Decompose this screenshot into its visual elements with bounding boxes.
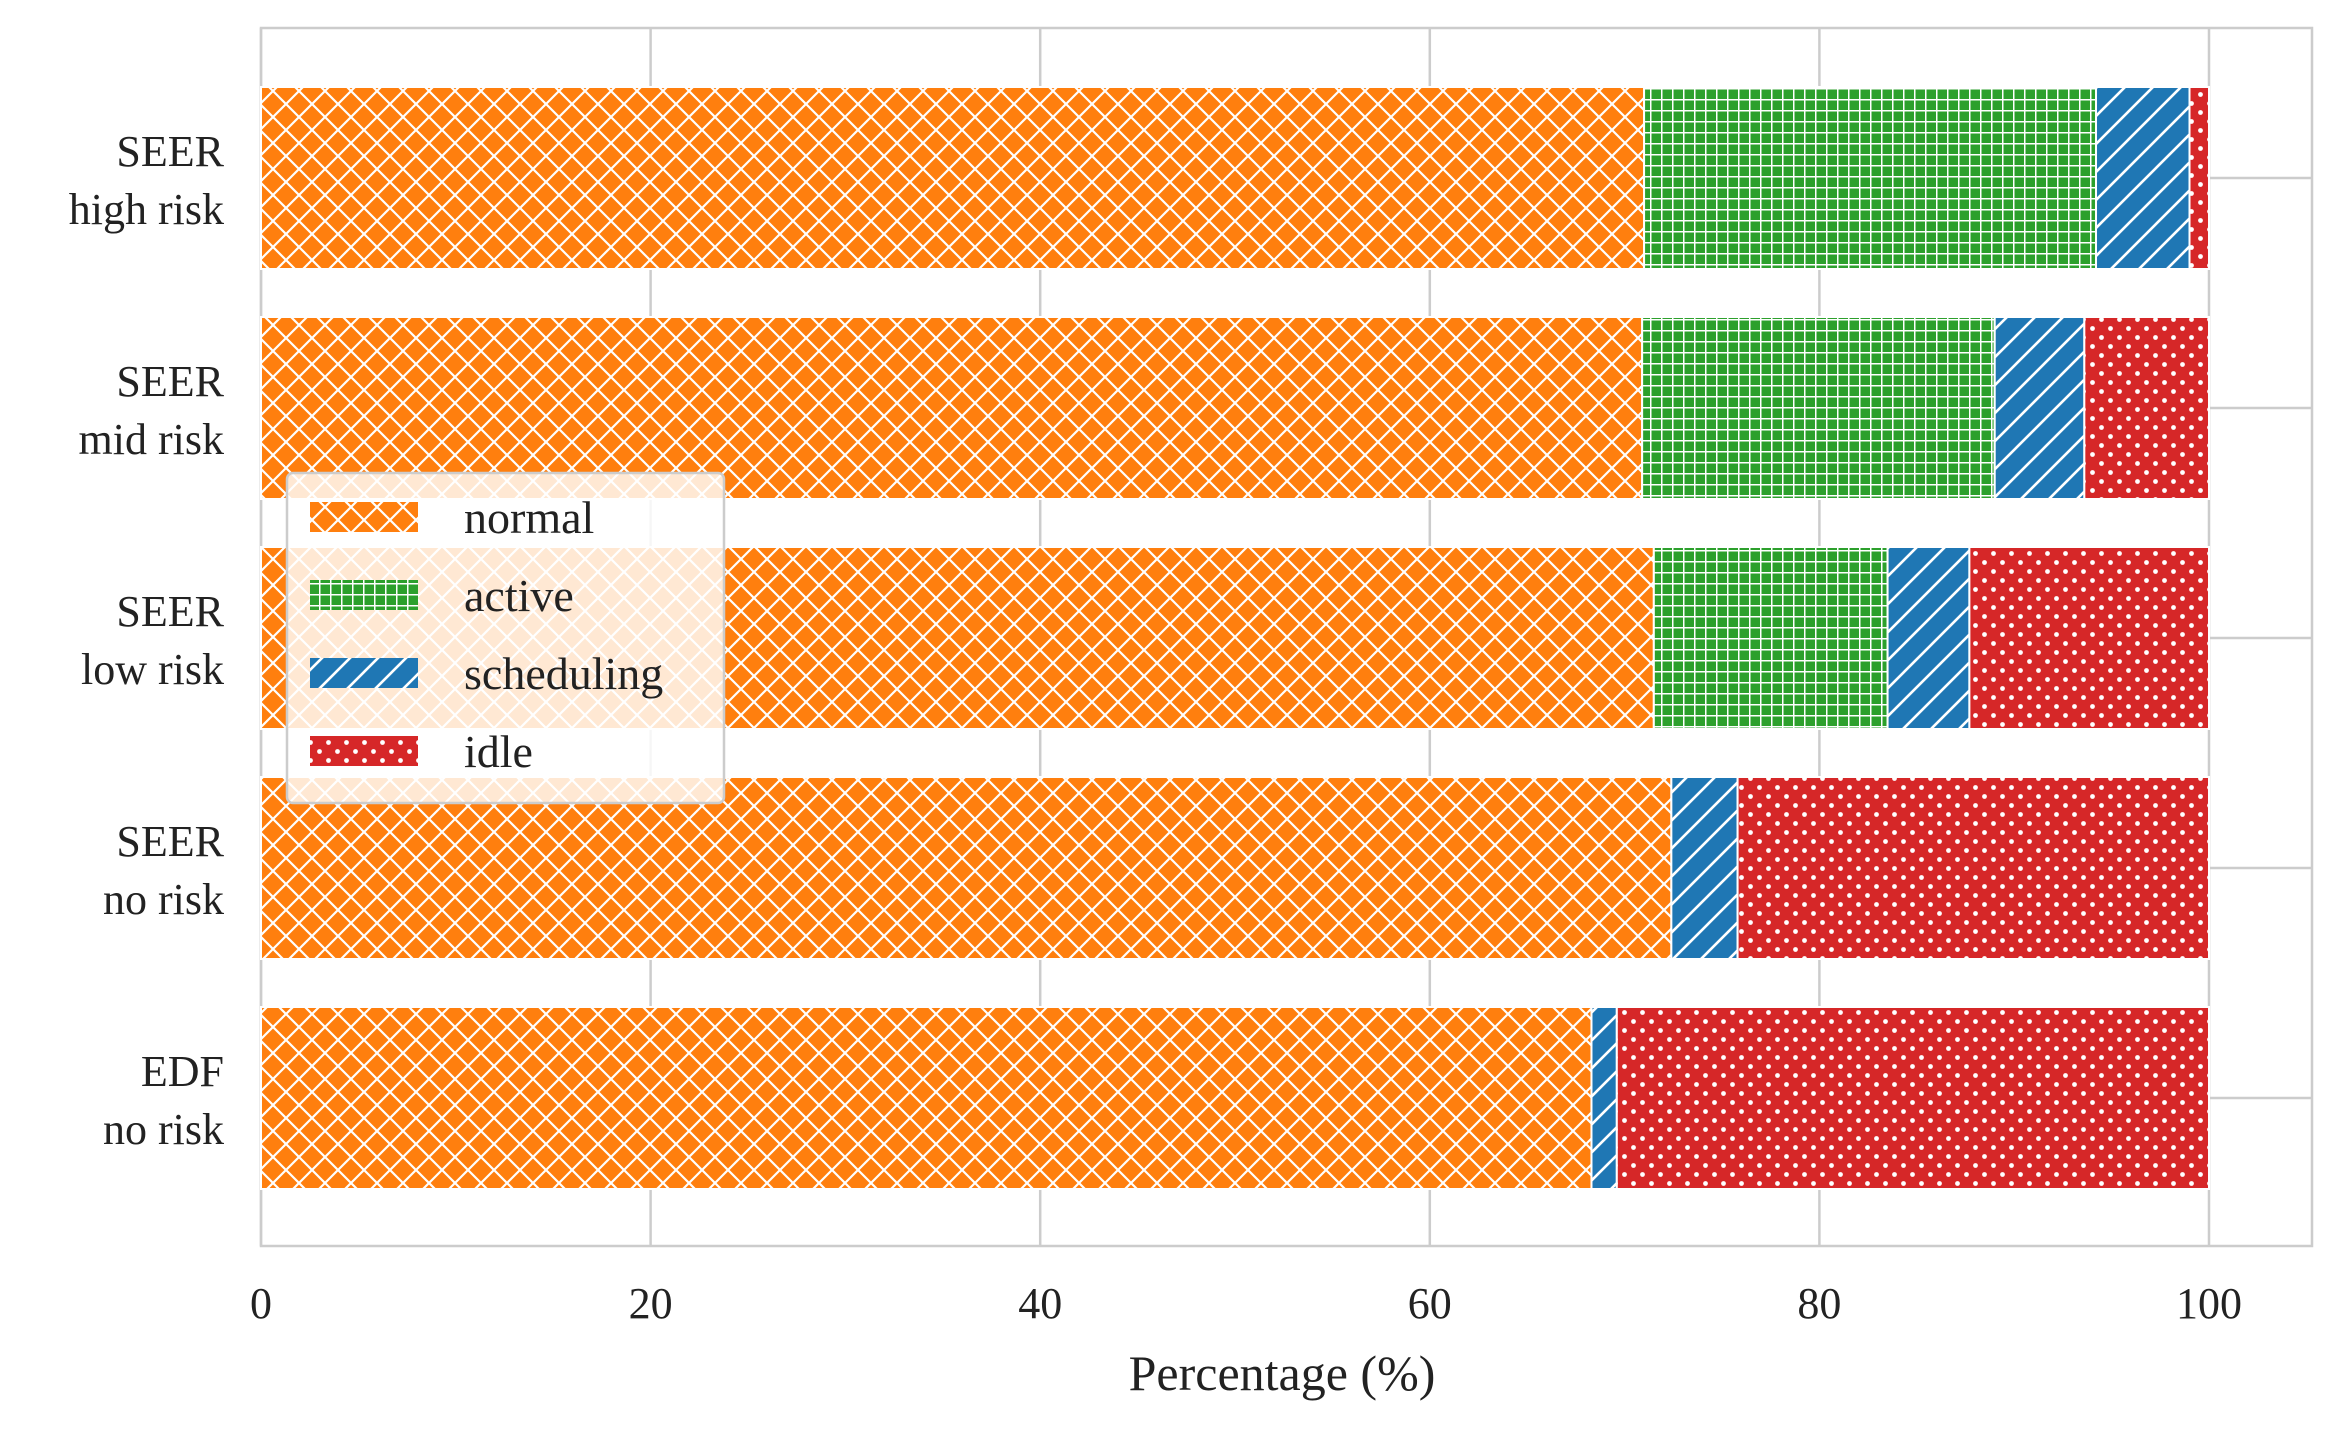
y-tick-label: EDF [141,1047,224,1096]
bar-idle [1615,1006,2210,1190]
bar-active [1643,86,2098,270]
y-tick-label: no risk [103,1105,224,1154]
bar-idle [2188,86,2211,270]
bar-hatch-normal [261,317,1643,499]
bar-hatch-scheduling [1671,777,1738,959]
legend-item-normal: normal [310,492,594,543]
bar-edge-idle [1968,546,2210,730]
bar-scheduling [2095,86,2191,270]
bar-hatch-normal [261,1007,1592,1189]
legend-swatch-hatch-normal [310,502,418,532]
x-tick-label: 80 [1797,1279,1841,1328]
bar-hatch-active [1653,547,1888,729]
bar-scheduling [1590,1006,1618,1190]
bar-active [1652,546,1889,730]
bar-hatch-idle [1616,1007,2209,1189]
legend-box [285,471,726,805]
bar-edge-idle [1736,776,2210,960]
x-tick-labels: 0 20 40 60 80 100 [250,1279,2242,1328]
legend-swatch-hatch-active [310,580,418,610]
bar-normal [260,86,1646,270]
bar-edge-idle [1615,1006,2210,1190]
x-tick-label: 100 [2176,1279,2242,1328]
legend-label: scheduling [464,648,663,699]
y-tick-label: mid risk [79,415,224,464]
x-tick-label: 60 [1408,1279,1452,1328]
bar-scheduling [1886,546,1971,730]
bar-hatch-idle [1737,777,2209,959]
y-tick-label: SEER [116,817,224,866]
x-axis-title: Percentage (%) [1129,1345,1436,1401]
bar-idle [2083,316,2210,500]
bar-edge-idle [2083,316,2210,500]
bar-active [1641,316,1996,500]
bar-hatch-active [1642,317,1995,499]
bar-scheduling [1670,776,1739,960]
legend-label: active [464,570,574,621]
bar-hatch-scheduling [1887,547,1970,729]
bar-normal [260,776,1673,960]
x-tick-label: 40 [1018,1279,1062,1328]
y-tick-label: SEER [116,127,224,176]
bar-hatch-scheduling [1994,317,2085,499]
bar-hatch-scheduling [1591,1007,1617,1189]
bar-hatch-normal [261,777,1672,959]
bars [260,86,2211,1190]
legend-swatch-hatch-idle [310,736,418,766]
bar-idle [1736,776,2210,960]
bar-normal [260,1006,1593,1190]
bar-normal [260,316,1644,500]
bar-hatch-idle [2084,317,2209,499]
bar-scheduling [1993,316,2086,500]
bar-hatch-scheduling [2096,87,2190,269]
bar-hatch-idle [2189,87,2209,269]
y-tick-label: SEER [116,357,224,406]
legend-swatch-hatch-scheduling [310,658,418,688]
legend-item-active: active [310,570,574,621]
legend: normal active scheduling idle [285,471,726,805]
bar-edge-idle [2188,86,2211,270]
legend-item-scheduling: scheduling [310,648,663,699]
x-tick-label: 20 [629,1279,673,1328]
x-tick-label: 0 [250,1279,272,1328]
bar-idle [1968,546,2210,730]
legend-item-idle: idle [310,726,533,777]
bar-hatch-idle [1969,547,2209,729]
bar-hatch-active [1644,87,2097,269]
legend-label: idle [464,726,533,777]
y-tick-label: high risk [69,185,224,234]
y-tick-label: low risk [81,645,224,694]
legend-label: normal [464,492,594,543]
y-tick-label: SEER [116,587,224,636]
y-tick-label: no risk [103,875,224,924]
y-tick-labels: SEER high risk SEER mid risk SEER low risk SEE… [69,127,225,1154]
bar-hatch-normal [261,87,1645,269]
